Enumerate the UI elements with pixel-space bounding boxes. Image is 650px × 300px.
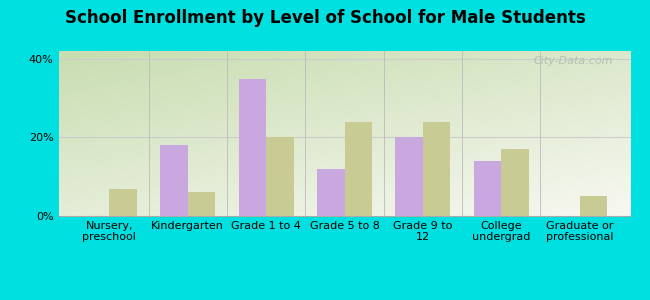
Text: School Enrollment by Level of School for Male Students: School Enrollment by Level of School for… [64, 9, 586, 27]
Bar [188, 192, 215, 216]
Bar [344, 122, 372, 216]
Bar [266, 137, 294, 216]
Bar [317, 169, 344, 216]
Text: City-Data.com: City-Data.com [534, 56, 614, 66]
Bar [239, 79, 266, 216]
Bar [161, 145, 188, 216]
Bar [109, 188, 137, 216]
Bar [474, 161, 501, 216]
Bar [423, 122, 450, 216]
Bar [395, 137, 423, 216]
Bar [580, 196, 607, 216]
Bar [501, 149, 528, 216]
